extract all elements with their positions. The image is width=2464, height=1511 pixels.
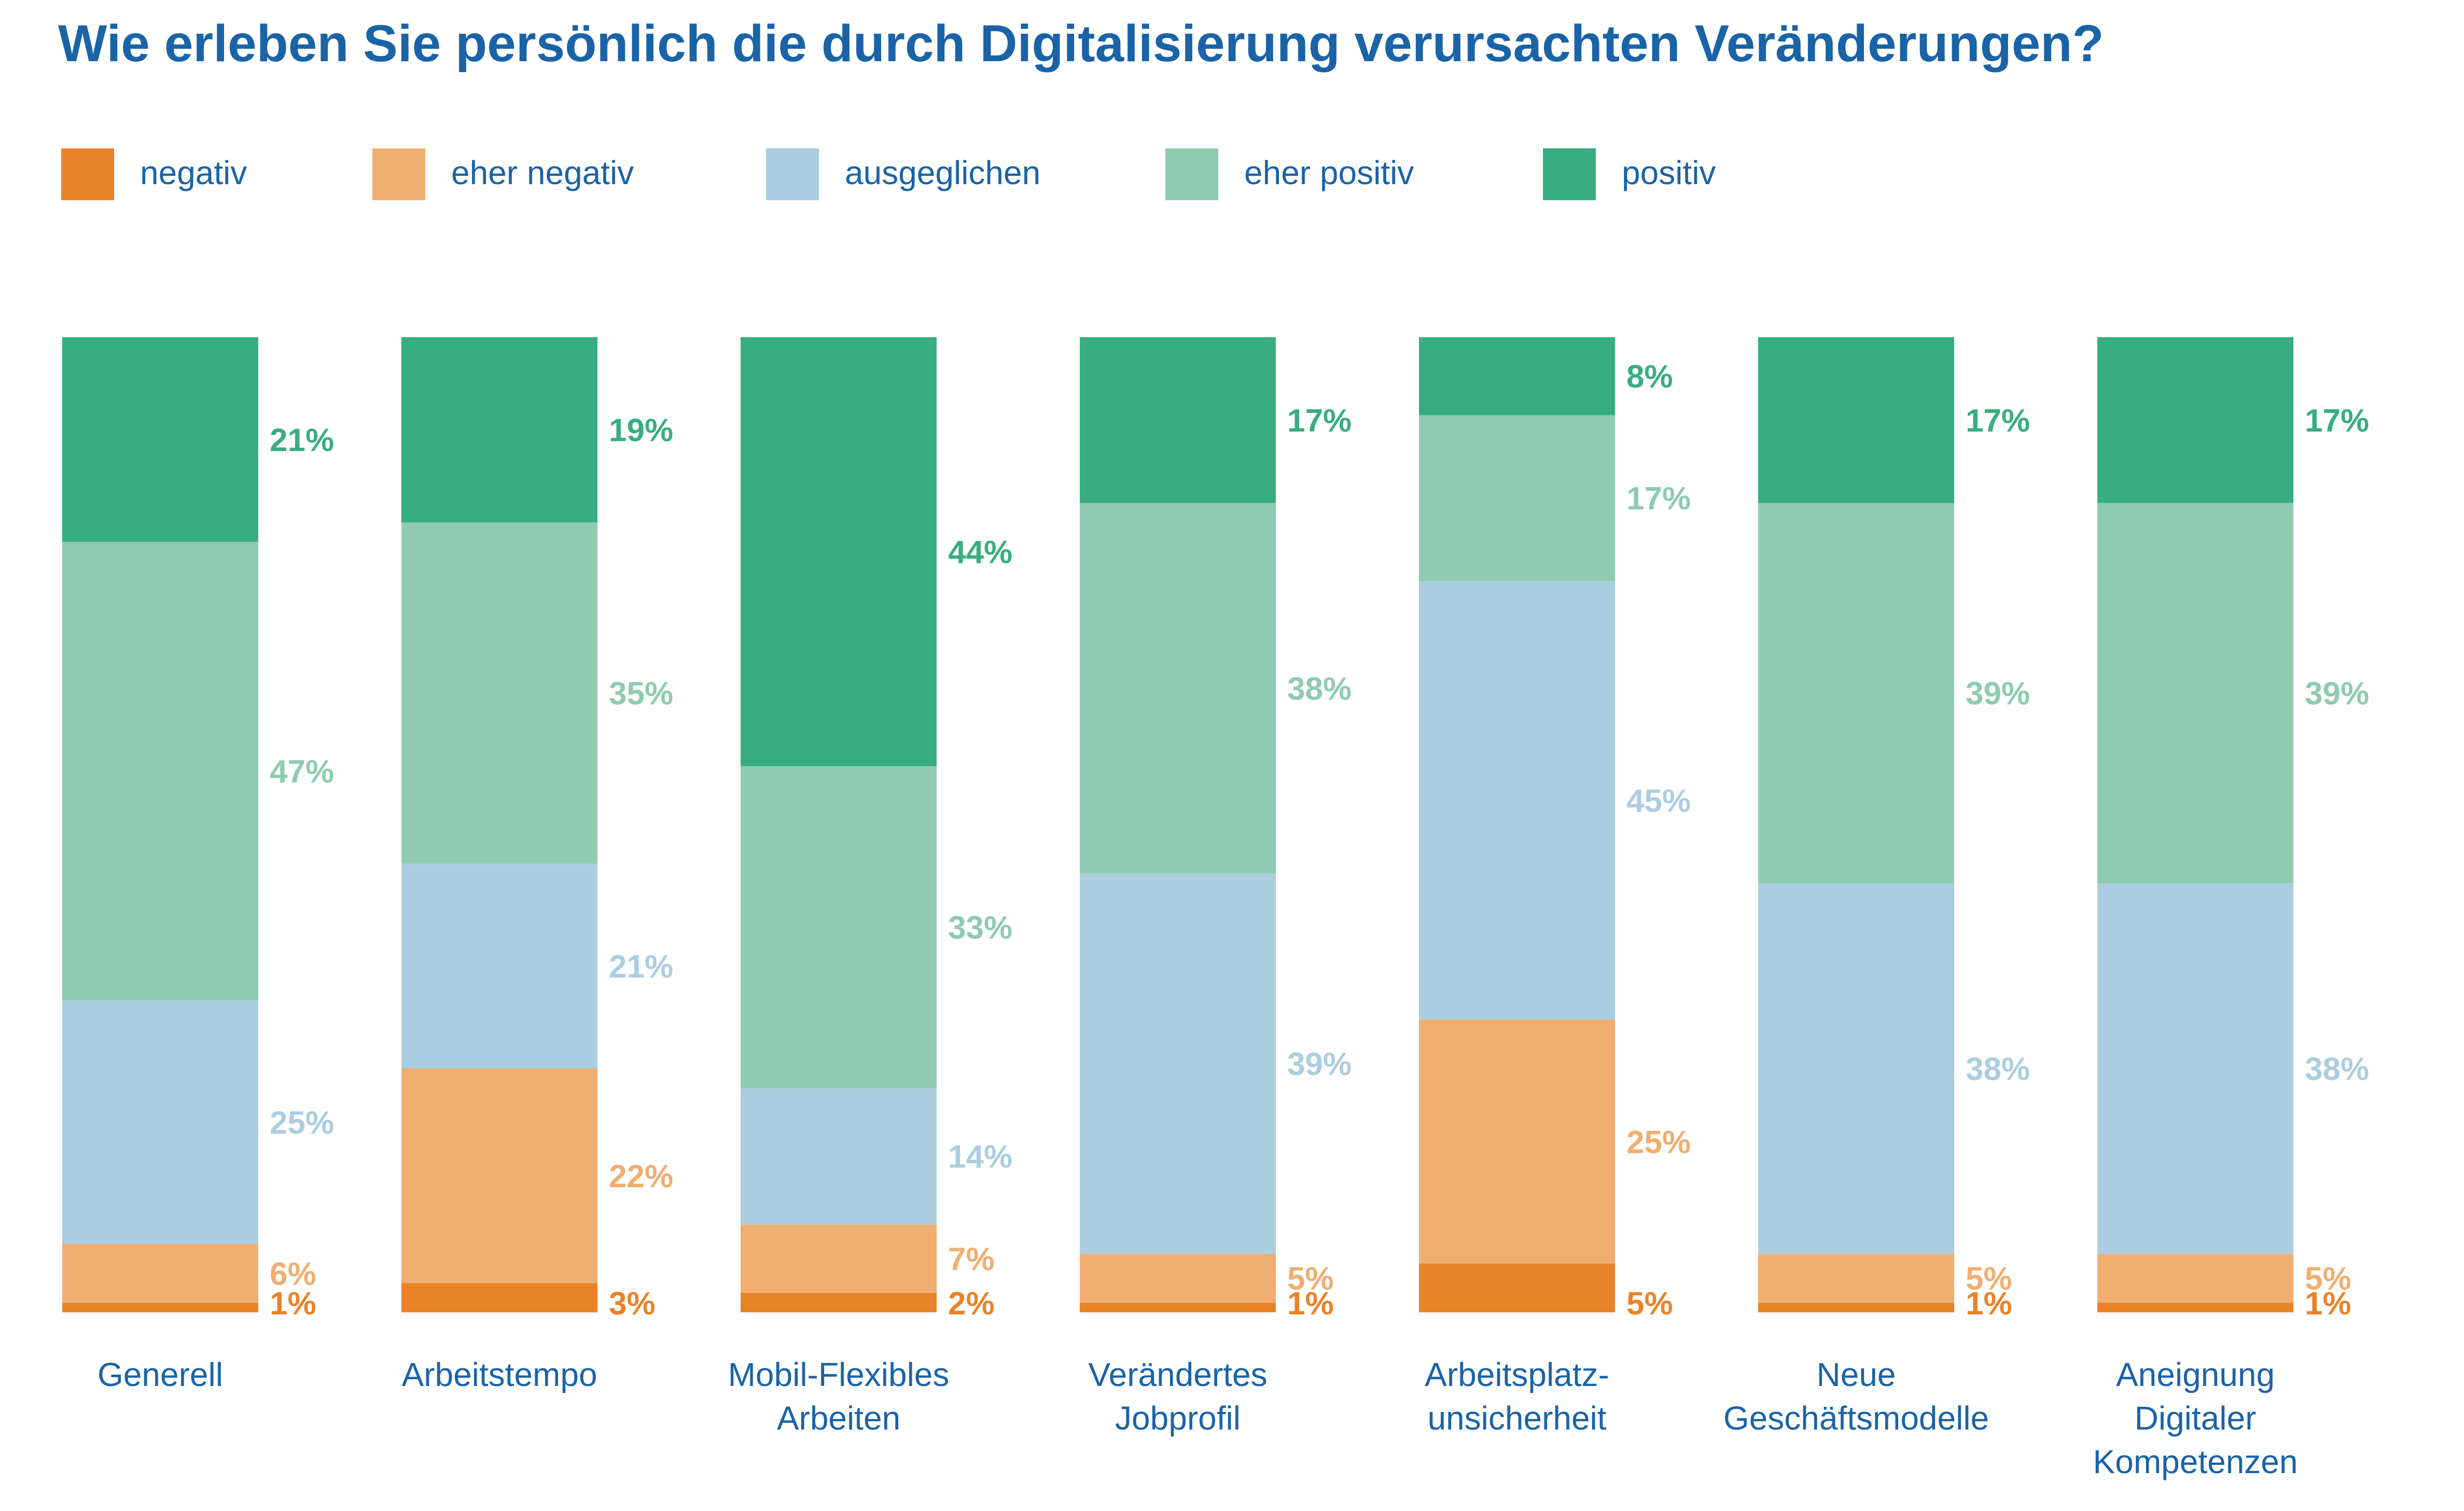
category-label: Arbeiten [777, 1399, 900, 1437]
bar-segment [741, 1293, 937, 1312]
data-label: 38% [2305, 1051, 2369, 1087]
bar-segment [62, 1302, 258, 1312]
data-label: 5% [1287, 1261, 1334, 1297]
category-label: Digitaler [2135, 1399, 2257, 1437]
data-label: 17% [1966, 403, 2030, 439]
data-label: 6% [270, 1256, 316, 1292]
category-label: Mobil-Flexibles [728, 1356, 950, 1393]
bar-segment [1758, 883, 1954, 1254]
category-label: Arbeitsplatz- [1425, 1356, 1609, 1393]
data-label: 21% [609, 949, 673, 985]
data-label: 19% [609, 413, 673, 449]
category-label: Arbeitstempo [401, 1356, 597, 1393]
bar-segment [2097, 337, 2293, 503]
legend-label: ausgeglichen [845, 154, 1040, 191]
data-label: 25% [1626, 1125, 1691, 1160]
legend-swatch [1165, 148, 1218, 200]
bar-segment [62, 542, 258, 1001]
bar-segment [1758, 1302, 1954, 1312]
data-label: 38% [1966, 1051, 2030, 1087]
category-label: Verändertes [1088, 1356, 1267, 1393]
bar-segment [401, 1283, 597, 1312]
category-label: Kompetenzen [2093, 1443, 2298, 1480]
data-label: 5% [1626, 1286, 1673, 1322]
legend-label: positiv [1622, 154, 1716, 191]
data-label: 2% [948, 1286, 995, 1322]
bar-segment [401, 522, 597, 864]
data-label: 8% [1626, 359, 1673, 395]
legend-swatch [766, 148, 819, 200]
data-label: 14% [948, 1139, 1012, 1175]
bar-segment [1419, 1020, 1615, 1264]
data-label: 21% [270, 422, 334, 458]
legend-swatch [1543, 148, 1596, 200]
data-label: 1% [1966, 1286, 2012, 1322]
data-label: 7% [948, 1242, 995, 1278]
bar-segment [2097, 883, 2293, 1254]
legend-label: eher positiv [1244, 154, 1414, 191]
data-label: 1% [1287, 1286, 1334, 1322]
bar-segment [741, 766, 937, 1088]
bar-segment [1758, 503, 1954, 883]
bars-group [62, 337, 2293, 1312]
data-label: 45% [1626, 783, 1691, 819]
bar-segment [1758, 337, 1954, 503]
category-label: Generell [98, 1356, 223, 1393]
bar-segment [741, 1088, 937, 1225]
data-label: 3% [609, 1286, 656, 1322]
bar-segment [1419, 581, 1615, 1020]
data-label: 39% [2305, 676, 2369, 712]
bar-segment [1419, 415, 1615, 581]
data-label: 1% [270, 1286, 316, 1322]
bar-segment [2097, 1254, 2293, 1303]
data-label: 22% [609, 1159, 673, 1195]
data-label: 17% [1626, 481, 1691, 517]
category-label: Neue [1817, 1356, 1896, 1393]
chart-title: Wie erleben Sie persönlich die durch Dig… [58, 15, 2104, 73]
category-label: Jobprofil [1115, 1399, 1241, 1437]
bar-segment [401, 1069, 597, 1283]
data-label: 33% [948, 910, 1012, 946]
category-label: Geschäftsmodelle [1723, 1399, 1989, 1437]
data-label: 47% [270, 754, 334, 790]
data-label: 1% [2305, 1286, 2351, 1322]
value-labels-group: 1%6%25%47%21%3%22%21%35%19%2%7%14%33%44%… [270, 359, 2369, 1322]
bar-segment [62, 1244, 258, 1303]
data-label: 17% [1287, 403, 1352, 439]
data-label: 17% [2305, 403, 2369, 439]
bar-segment [2097, 1302, 2293, 1312]
category-label: unsicherheit [1427, 1399, 1606, 1437]
bar-segment [1080, 1302, 1276, 1312]
bar-segment [401, 337, 597, 523]
legend-label: eher negativ [451, 154, 634, 191]
legend-label: negativ [140, 154, 247, 191]
bar-segment [1080, 1254, 1276, 1303]
data-label: 44% [948, 535, 1012, 571]
data-label: 39% [1966, 676, 2030, 712]
data-label: 35% [609, 676, 673, 712]
legend-swatch [61, 148, 114, 200]
data-label: 5% [1966, 1261, 2012, 1297]
bar-segment [62, 1000, 258, 1244]
bar-segment [1419, 1264, 1615, 1312]
bar-segment [1758, 1254, 1954, 1303]
data-label: 39% [1287, 1047, 1352, 1083]
data-label: 38% [1287, 671, 1352, 707]
data-label: 25% [270, 1105, 334, 1141]
data-label: 5% [2305, 1261, 2351, 1297]
bar-segment [1080, 874, 1276, 1254]
bar-segment [2097, 503, 2293, 883]
bar-segment [741, 1224, 937, 1293]
legend: negativ eher negativ ausgeglichen eher posi… [61, 148, 1716, 200]
bar-segment [62, 337, 258, 542]
bar-segment [741, 337, 937, 767]
bar-segment [1419, 337, 1615, 415]
category-labels-group: Generell Arbeitstempo Mobil-Flexibles Arbei… [98, 1356, 2298, 1480]
category-label: Aneignung [2116, 1356, 2275, 1393]
bar-segment [1080, 337, 1276, 503]
bar-segment [1080, 503, 1276, 874]
bar-segment [401, 864, 597, 1069]
legend-swatch [372, 148, 425, 200]
